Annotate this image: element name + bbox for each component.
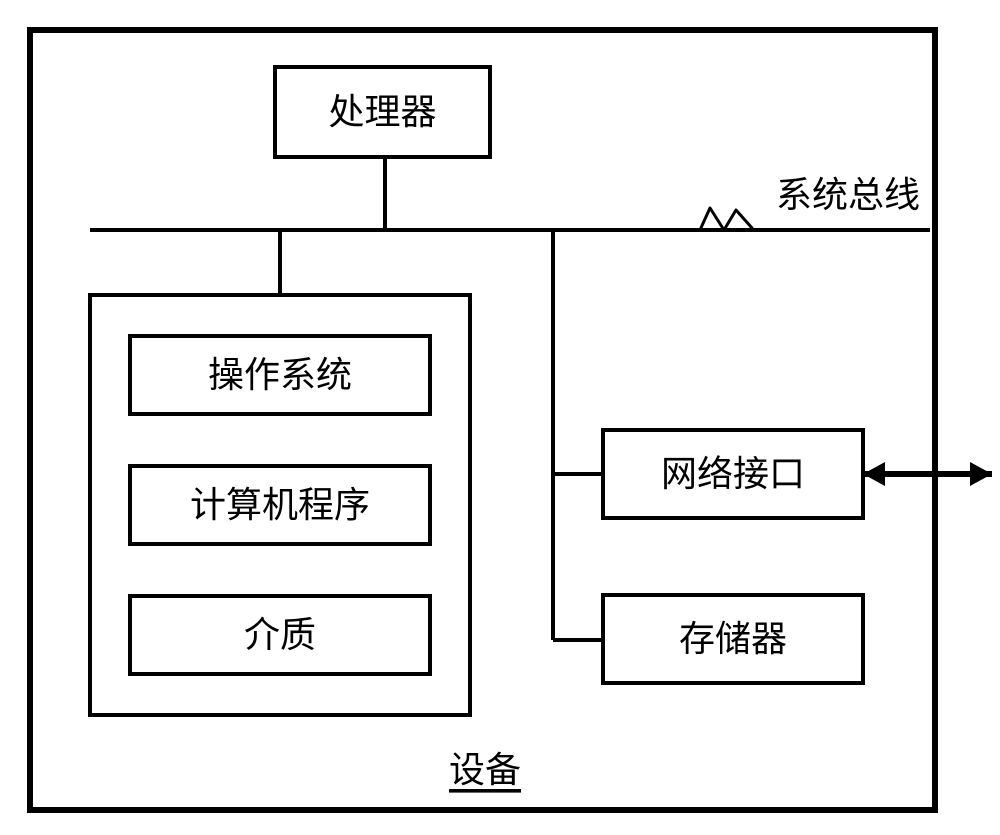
processor-label: 处理器 — [328, 92, 436, 132]
device-caption: 设备 — [449, 750, 521, 790]
program-label: 计算机程序 — [190, 485, 370, 525]
medium-label: 介质 — [244, 615, 316, 655]
network-interface-label: 网络接口 — [661, 454, 805, 494]
network-arrow-head-right — [970, 462, 992, 486]
diagram-svg: 处理器系统总线操作系统计算机程序介质 网络接口存储器设备 — [0, 0, 1000, 835]
os-label: 操作系统 — [208, 355, 352, 395]
memory-label: 存储器 — [679, 619, 787, 659]
diagram-stage: 处理器系统总线操作系统计算机程序介质 网络接口存储器设备 — [0, 0, 1000, 835]
system-bus-label: 系统总线 — [776, 175, 920, 215]
